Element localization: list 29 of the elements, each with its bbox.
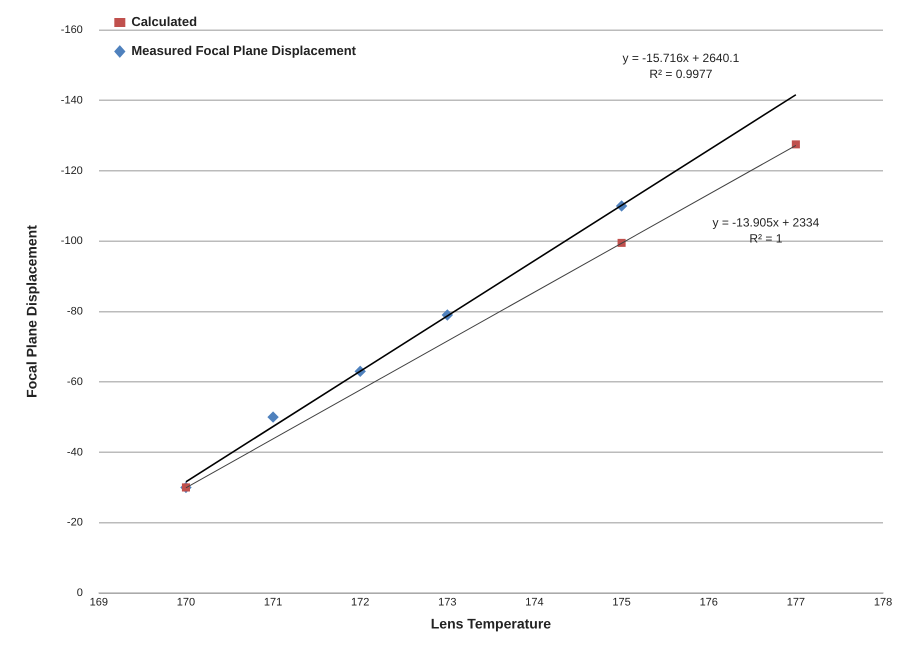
y-tick-label: -60 bbox=[66, 376, 83, 388]
x-tick-label: 170 bbox=[176, 596, 196, 609]
y-tick-label: -100 bbox=[60, 235, 83, 248]
point bbox=[792, 140, 800, 148]
annotation: y = -15.716x + 2640.1 bbox=[622, 51, 740, 66]
annotation: y = -13.905x + 2334 bbox=[712, 216, 820, 230]
y-tick-label: 0 bbox=[76, 587, 83, 600]
y-tick-label: -80 bbox=[66, 306, 83, 318]
point bbox=[268, 412, 279, 423]
y-axis-title: Focal Plane Displacement bbox=[23, 224, 40, 398]
legend-label: Measured Focal Plane Displacement bbox=[131, 43, 357, 58]
x-axis-title: Lens Temperature bbox=[430, 615, 552, 632]
y-tick-label: -20 bbox=[66, 516, 83, 529]
x-tick-label: 171 bbox=[264, 596, 282, 609]
annotation: R² = 1 bbox=[749, 232, 783, 246]
x-tick-label: 172 bbox=[351, 596, 370, 609]
y-tick-label: -140 bbox=[60, 94, 83, 106]
x-tick-label: 175 bbox=[612, 596, 631, 609]
x-tick-label: 176 bbox=[700, 596, 718, 609]
x-tick-label: 178 bbox=[874, 596, 892, 609]
y-tick-label: -160 bbox=[60, 24, 83, 36]
y-tick-label: -120 bbox=[60, 164, 83, 177]
annotation: R² = 0.9977 bbox=[649, 67, 713, 82]
x-tick-label: 177 bbox=[786, 596, 806, 609]
legend-label: Calculated bbox=[131, 14, 198, 30]
y-tick-label: -40 bbox=[66, 446, 83, 458]
x-tick-label: 174 bbox=[525, 596, 544, 609]
x-tick-label: 169 bbox=[90, 596, 108, 609]
x-tick-label: 173 bbox=[438, 596, 457, 609]
